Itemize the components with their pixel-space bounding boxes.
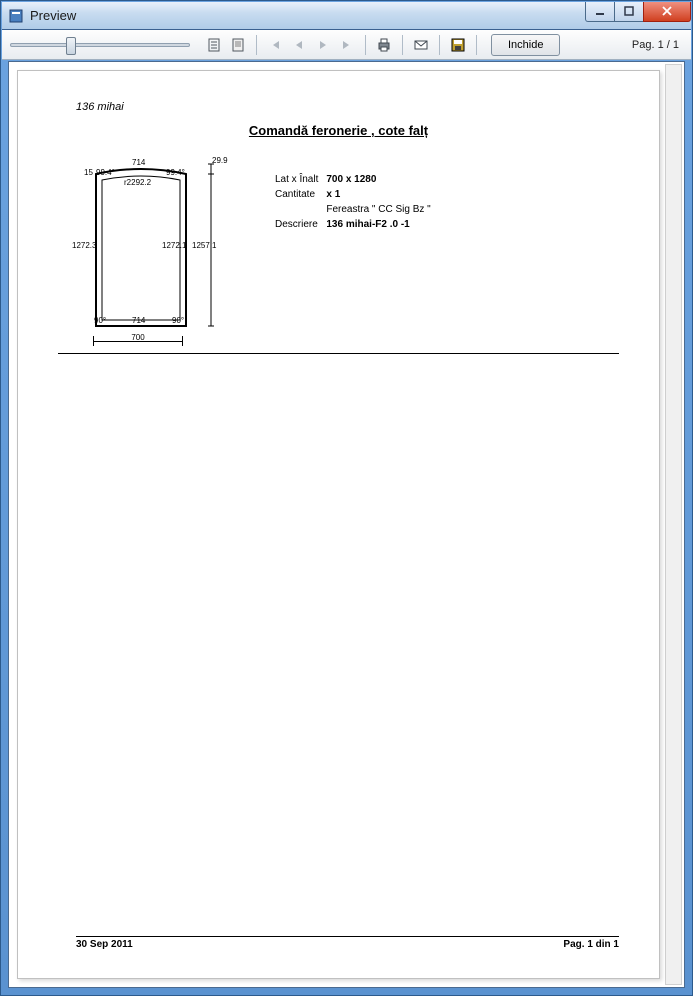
toolbar: Inchide Pag. 1 / 1 xyxy=(2,30,691,60)
email-icon[interactable] xyxy=(411,35,431,55)
save-icon[interactable] xyxy=(448,35,468,55)
qty-label: Cantitate xyxy=(275,188,324,201)
last-page-icon[interactable] xyxy=(337,35,357,55)
dim-right-h: 1257.1 xyxy=(192,241,216,250)
page-footer: 30 Sep 2011 Pag. 1 din 1 xyxy=(76,936,619,950)
dim-mid-h: 1272.1 xyxy=(162,241,186,250)
page-full-icon[interactable] xyxy=(228,35,248,55)
qty-value: x 1 xyxy=(326,188,436,201)
type-value: Fereastra " CC Sig Bz " xyxy=(326,203,436,216)
horizontal-rule xyxy=(58,353,619,354)
app-icon xyxy=(8,8,24,24)
dim-top: 714 xyxy=(132,158,145,167)
angle-br: 90° xyxy=(172,316,184,325)
angle-bl: 90° xyxy=(94,316,106,325)
dim-label: Lat x Înalt xyxy=(275,173,324,186)
base-dimension-line xyxy=(93,341,183,342)
separator xyxy=(256,35,257,55)
page-view-icon[interactable] xyxy=(204,35,224,55)
footer-page: Pag. 1 din 1 xyxy=(563,939,619,950)
angle-tl: 99.4° xyxy=(96,168,115,177)
maximize-button[interactable] xyxy=(614,2,644,22)
window-title: Preview xyxy=(30,8,586,23)
content-area: 136 mihai Comandă feronerie , cote falț … xyxy=(8,61,685,988)
zoom-slider-thumb[interactable] xyxy=(66,37,76,55)
desc-label: Descriere xyxy=(275,218,324,231)
page-indicator: Pag. 1 / 1 xyxy=(632,39,683,51)
page-preview: 136 mihai Comandă feronerie , cote falț … xyxy=(17,70,660,979)
minimize-button[interactable] xyxy=(585,2,615,22)
dim-bottom: 714 xyxy=(132,316,145,325)
vertical-scrollbar[interactable] xyxy=(665,64,682,985)
close-button[interactable] xyxy=(643,2,691,22)
first-page-icon[interactable] xyxy=(265,35,285,55)
print-icon[interactable] xyxy=(374,35,394,55)
close-preview-button[interactable]: Inchide xyxy=(491,34,560,56)
zoom-slider[interactable] xyxy=(10,43,190,47)
separator xyxy=(476,35,477,55)
separator xyxy=(402,35,403,55)
window-diagram: 714 714 r2292.2 1272.3 1272.1 1257.1 29.… xyxy=(76,156,256,356)
dim-value: 700 x 1280 xyxy=(326,173,436,186)
footer-date: 30 Sep 2011 xyxy=(76,939,133,950)
dim-radius: r2292.2 xyxy=(124,178,151,187)
dim-left-small: 15 xyxy=(84,168,93,177)
window-controls xyxy=(586,2,691,22)
table-row: Descriere 136 mihai-F2 .0 -1 xyxy=(275,218,437,231)
prev-page-icon[interactable] xyxy=(289,35,309,55)
table-row: Cantitate x 1 xyxy=(275,188,437,201)
angle-tr: 99.4° xyxy=(166,168,185,177)
doc-header: 136 mihai xyxy=(76,101,124,113)
separator xyxy=(439,35,440,55)
table-row: Fereastra " CC Sig Bz " xyxy=(275,203,437,216)
preview-window: Preview xyxy=(0,0,693,996)
desc-value: 136 mihai-F2 .0 -1 xyxy=(326,218,436,231)
next-page-icon[interactable] xyxy=(313,35,333,55)
dim-right-top: 29.9 xyxy=(212,156,228,165)
titlebar[interactable]: Preview xyxy=(2,2,691,30)
separator xyxy=(365,35,366,55)
doc-title: Comandă feronerie , cote falț xyxy=(18,123,659,138)
dim-left-h: 1272.3 xyxy=(72,241,96,250)
info-table: Lat x Înalt 700 x 1280 Cantitate x 1 Fer… xyxy=(273,171,439,233)
table-row: Lat x Înalt 700 x 1280 xyxy=(275,173,437,186)
